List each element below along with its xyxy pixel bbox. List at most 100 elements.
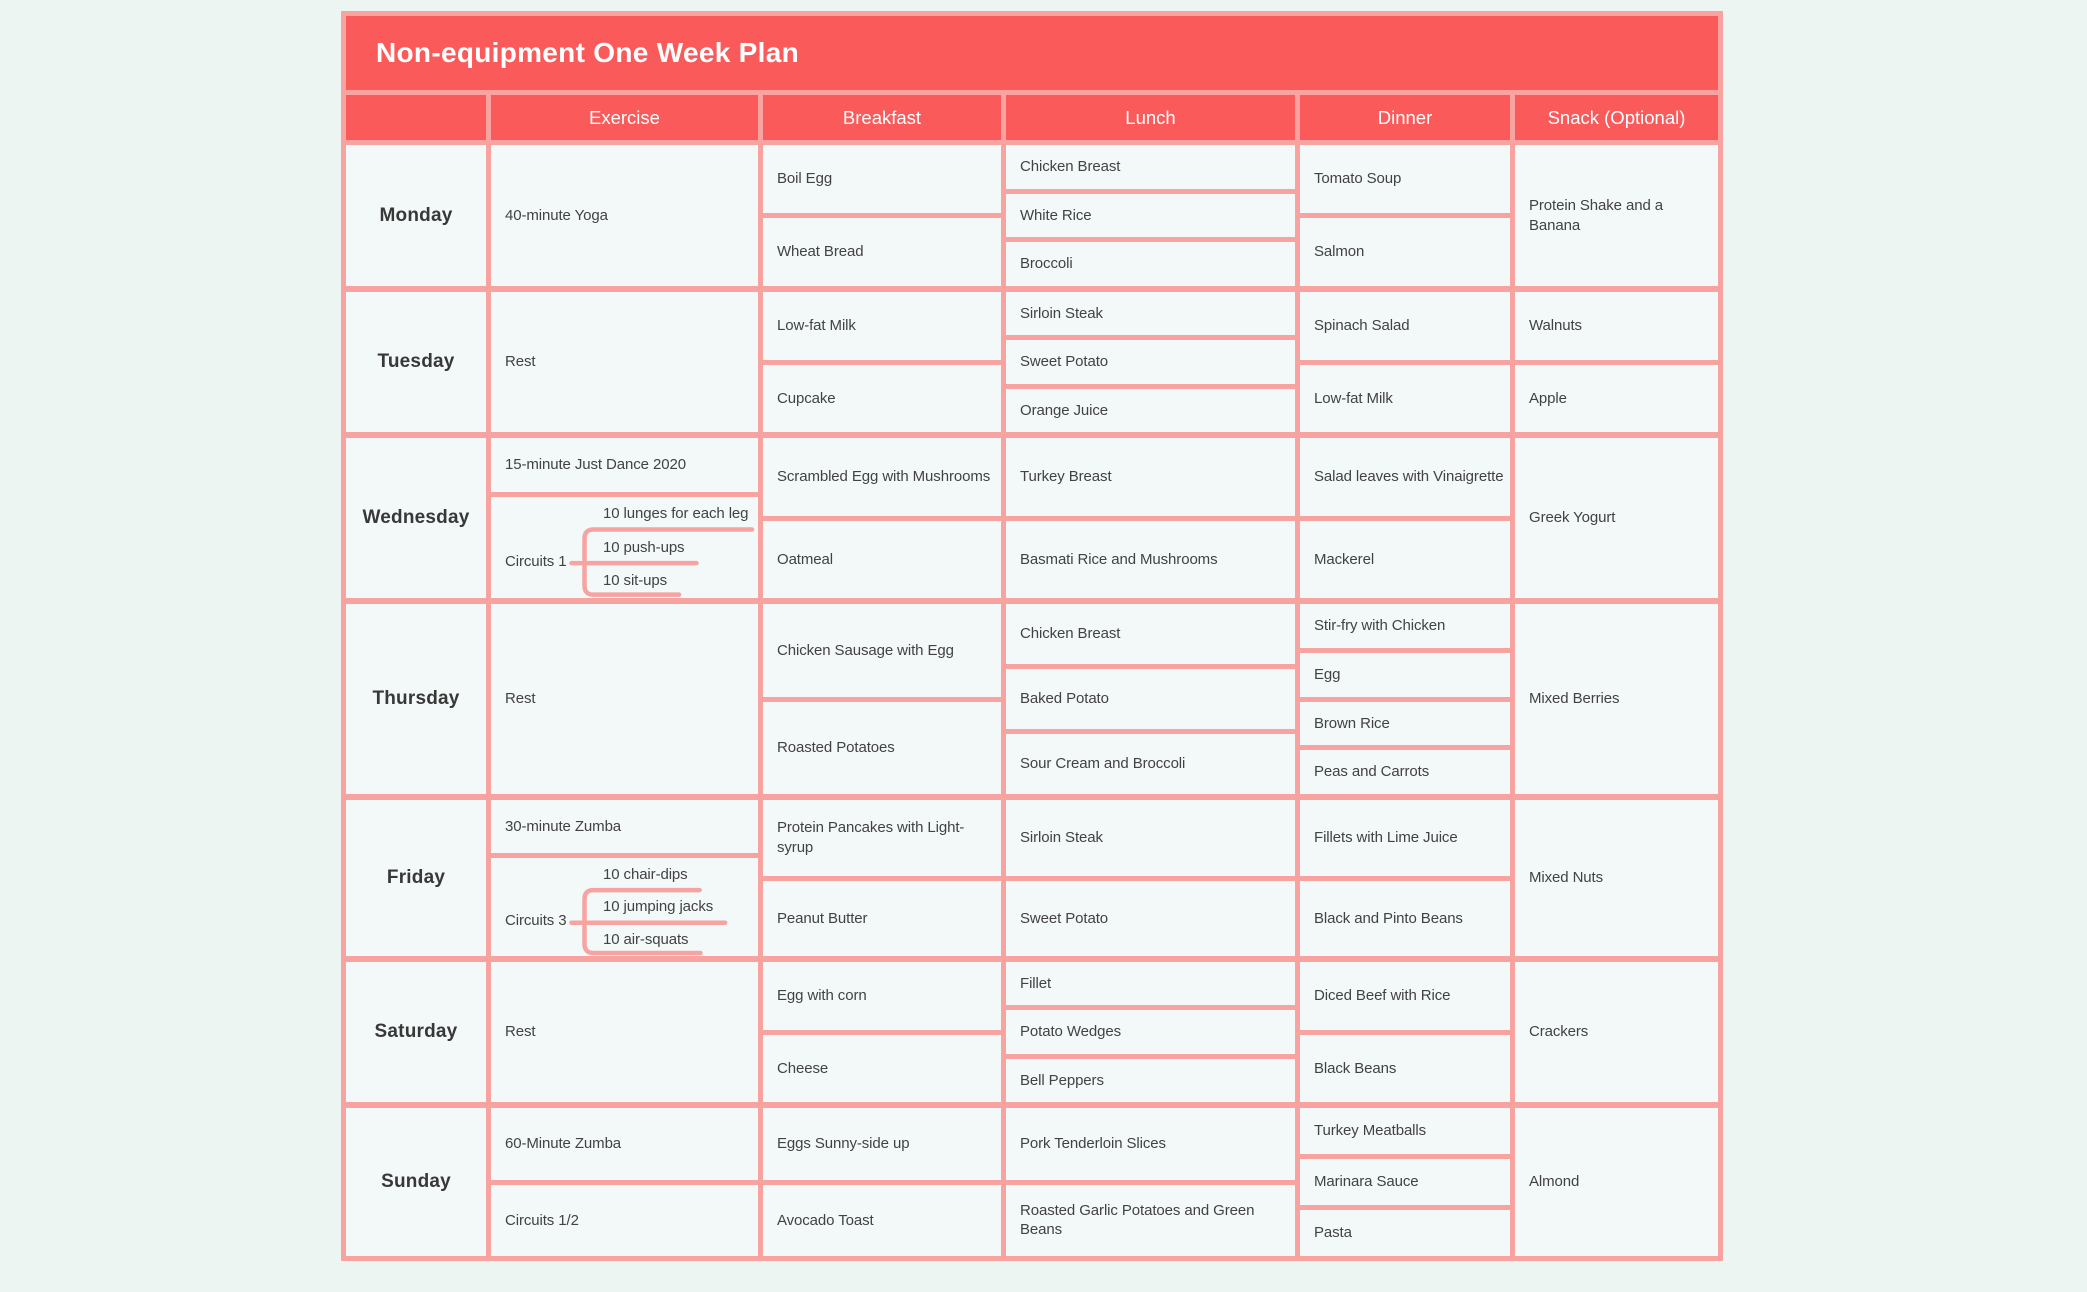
meal-item: Avocado Toast — [763, 1185, 1001, 1257]
circuit-item-label: 10 chair-dips — [603, 865, 688, 883]
column-dinner: Tomato Soup Salmon — [1300, 145, 1515, 286]
cell-text: Potato Wedges — [1020, 1023, 1121, 1041]
cell-text: Bell Peppers — [1020, 1071, 1104, 1089]
column-breakfast: Boil Egg Wheat Bread — [763, 145, 1006, 286]
cell-text: Peas and Carrots — [1314, 763, 1430, 781]
cell-text: Fillet — [1020, 974, 1052, 992]
cell-text: Low-fat Milk — [777, 317, 856, 334]
circuit-item: 10 push-ups — [603, 531, 754, 565]
column-breakfast: Chicken Sausage with Egg Roasted Potatoes — [763, 604, 1006, 794]
column-lunch: Chicken Breast Baked Potato Sour Cream and… — [1006, 604, 1300, 794]
page-title: Non-equipment One Week Plan — [376, 37, 799, 68]
cell-text: Basmati Rice and Mushrooms — [1020, 550, 1218, 568]
column-exercise: Rest — [491, 292, 763, 432]
column-breakfast: Egg with corn Cheese — [763, 962, 1006, 1102]
meal-item: Cheese — [763, 1035, 1001, 1103]
circuit-item-label: 10 sit-ups — [603, 572, 668, 590]
meal-item: Stir-fry with Chicken — [1300, 604, 1510, 653]
cell-text: Egg — [1314, 665, 1341, 683]
column-snack: Crackers — [1515, 962, 1718, 1102]
cell-text: Egg with corn — [777, 987, 867, 1004]
cell-text: Pork Tenderloin Slices — [1020, 1135, 1166, 1152]
cell-text: Sweet Potato — [1020, 353, 1109, 371]
meal-item: Bell Peppers — [1006, 1059, 1295, 1102]
column-header-label: Dinner — [1377, 106, 1433, 128]
cell-text: Salmon — [1314, 243, 1365, 261]
day-row-saturday: Saturday Rest Egg with corn Cheese Fillet Pot… — [346, 962, 1718, 1108]
column-exercise: 30-minute Zumba Circuits 3 10 chair-dips 10… — [491, 800, 763, 956]
exercise-item: 60-Minute Zumba — [491, 1108, 758, 1185]
cell-text: Brown Rice — [1314, 714, 1390, 732]
column-dinner: Diced Beef with Rice Black Beans — [1300, 962, 1515, 1102]
exercise-item: 40-minute Yoga — [491, 145, 758, 286]
exercise-item: 15-minute Just Dance 2020 — [491, 438, 758, 498]
circuit-item-label: 10 push-ups — [603, 538, 685, 556]
column-breakfast: Eggs Sunny-side up Avocado Toast — [763, 1108, 1006, 1256]
circuit-item: 10 air-squats — [603, 923, 754, 956]
day-label: Tuesday — [377, 351, 455, 372]
meal-item: Greek Yogurt — [1515, 438, 1718, 598]
meal-item: Mixed Nuts — [1515, 800, 1718, 956]
circuit-cell: Circuits 3 10 chair-dips 10 jumping jacks 1… — [491, 858, 758, 956]
meal-item: Broccoli — [1006, 242, 1295, 286]
day-row-monday: Monday 40-minute Yoga Boil Egg Wheat Bread C… — [346, 145, 1718, 292]
cell-text: Wheat Bread — [777, 243, 864, 261]
cell-text: Roasted Potatoes — [777, 739, 895, 756]
circuit-item-label: 10 air-squats — [603, 930, 689, 948]
meal-item: Scrambled Egg with Mushrooms — [763, 438, 1001, 521]
cell-text: Rest — [505, 353, 536, 371]
cell-text: Stir-fry with Chicken — [1314, 617, 1446, 635]
day-row-sunday: Sunday 60-Minute Zumba Circuits 1/2 Eggs Su… — [346, 1108, 1718, 1256]
meal-item: Chicken Breast — [1006, 145, 1295, 194]
cell-text: Roasted Garlic Potatoes and Green Beans — [1020, 1201, 1255, 1239]
cell-text: Black and Pinto Beans — [1314, 909, 1463, 927]
meal-item: White Rice — [1006, 194, 1295, 243]
exercise-item: Rest — [491, 604, 758, 794]
day-label: Monday — [379, 204, 453, 226]
column-lunch: Sirloin Steak Sweet Potato — [1006, 800, 1300, 956]
day-cell-thursday: Thursday — [346, 604, 491, 794]
circuit-label: Circuits 3 — [505, 912, 567, 929]
day-label: Thursday — [372, 688, 460, 709]
meal-item: Roasted Garlic Potatoes and Green Beans — [1006, 1185, 1295, 1257]
cell-text: Cheese — [777, 1059, 829, 1077]
meal-item: Turkey Breast — [1006, 438, 1295, 521]
column-lunch: Fillet Potato Wedges Bell Peppers — [1006, 962, 1300, 1102]
column-exercise: 15-minute Just Dance 2020 Circuits 1 10 lu… — [491, 438, 763, 598]
meal-item: Wheat Bread — [763, 218, 1001, 286]
cell-text: Eggs Sunny-side up — [777, 1135, 910, 1152]
cell-text: Peanut Butter — [777, 909, 868, 927]
cell-text: Mackerel — [1314, 550, 1375, 568]
meal-item: Turkey Meatballs — [1300, 1108, 1510, 1159]
meal-item: Chicken Sausage with Egg — [763, 604, 1001, 702]
day-row-thursday: Thursday Rest Chicken Sausage with Egg Roas… — [346, 604, 1718, 800]
column-breakfast: Low-fat Milk Cupcake — [763, 292, 1006, 432]
cell-text: Sirloin Steak — [1020, 304, 1103, 322]
column-dinner: Stir-fry with Chicken Egg Brown Rice Peas a… — [1300, 604, 1515, 794]
day-cell-saturday: Saturday — [346, 962, 491, 1102]
meal-item: Pork Tenderloin Slices — [1006, 1108, 1295, 1185]
cell-text: Protein Pancakes with Light-syrup — [777, 819, 965, 856]
meal-item: Chicken Breast — [1006, 604, 1295, 669]
column-snack: Mixed Berries — [1515, 604, 1718, 794]
meal-item: Brown Rice — [1300, 702, 1510, 751]
column-snack: Greek Yogurt — [1515, 438, 1718, 598]
column-header-breakfast: Breakfast — [763, 95, 1006, 140]
meal-item: Egg — [1300, 653, 1510, 702]
column-lunch: Turkey Breast Basmati Rice and Mushrooms — [1006, 438, 1300, 598]
circuit-item-label: 10 jumping jacks — [603, 898, 714, 916]
column-exercise: 40-minute Yoga — [491, 145, 763, 286]
circuit-item-list: 10 lunges for each leg 10 push-ups 10 sit-… — [603, 497, 754, 598]
meal-item: Mixed Berries — [1515, 604, 1718, 794]
column-header-day — [346, 95, 491, 140]
cell-text: Avocado Toast — [777, 1211, 874, 1229]
circuit-item: 10 jumping jacks — [603, 891, 754, 924]
column-lunch: Pork Tenderloin Slices Roasted Garlic Pot… — [1006, 1108, 1300, 1256]
circuit-item-list: 10 chair-dips 10 jumping jacks 10 air-squa… — [603, 858, 754, 956]
day-row-friday: Friday 30-minute Zumba Circuits 3 10 chair-… — [346, 800, 1718, 962]
column-header-exercise: Exercise — [491, 95, 763, 140]
column-snack: Walnuts Apple — [1515, 292, 1718, 432]
meal-item: Salmon — [1300, 218, 1510, 286]
column-dinner: Fillets with Lime Juice Black and Pinto B… — [1300, 800, 1515, 956]
meal-item: Potato Wedges — [1006, 1010, 1295, 1059]
